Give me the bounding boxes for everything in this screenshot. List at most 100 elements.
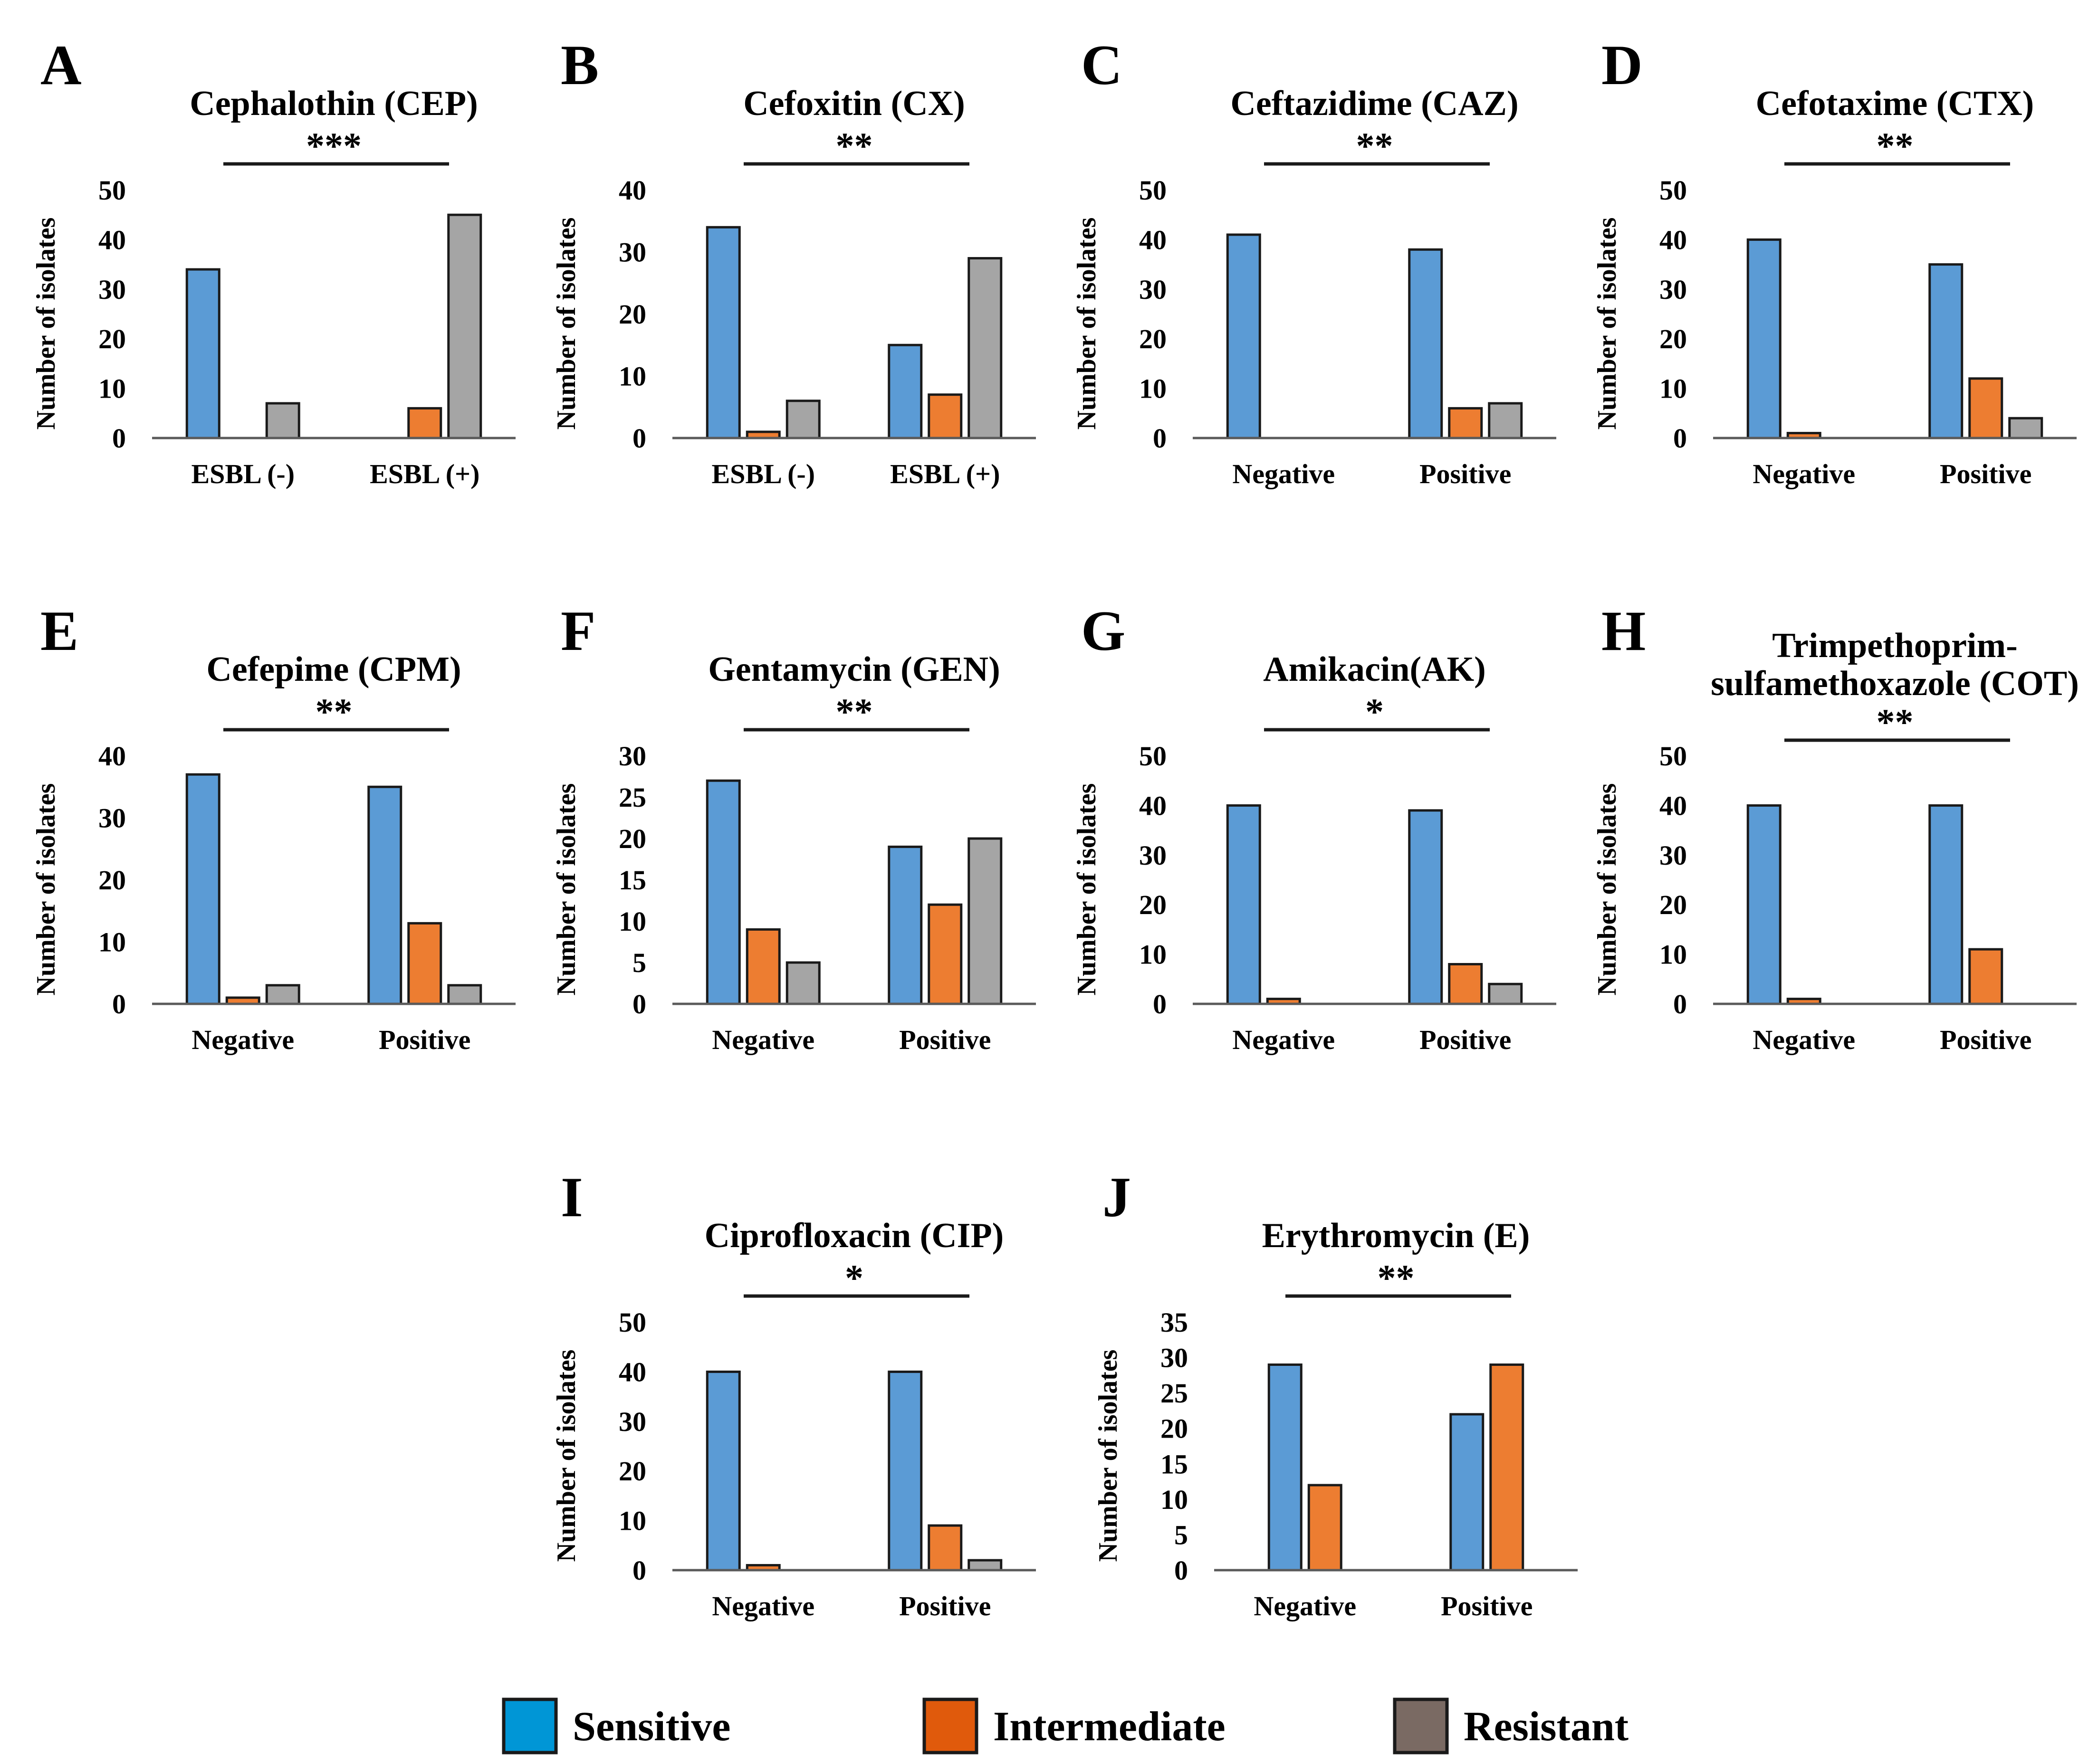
bar-intermediate-second-group — [1448, 963, 1483, 1005]
panel-title: Amikacin(AK) — [1263, 650, 1486, 689]
bar-intermediate-second-group — [1968, 948, 2003, 1005]
y-axis-label: Number of isolates — [31, 783, 61, 996]
y-tick-label: 0 — [112, 989, 126, 1020]
chart-panel-i: I Ciprofloxacin (CIP)* 0 10 20 30 40 50 Number o… — [552, 1165, 1036, 1621]
y-tick-label: 50 — [1139, 741, 1167, 772]
bar-sensitive-second-group — [888, 845, 923, 1005]
y-axis-label: Number of isolates — [1093, 1350, 1123, 1562]
significance-marker: ** — [1877, 701, 1914, 743]
chart-panel-b: B Cefoxitin (CX)** 0 10 20 30 40 Number of isol… — [552, 33, 1036, 489]
y-tick-label: 0 — [1673, 989, 1687, 1020]
y-tick-label: 30 — [619, 741, 646, 772]
bar-sensitive-first-group — [706, 1370, 741, 1572]
panel-title: sulfamethoxazole (COT) — [1711, 664, 2079, 703]
y-tick-label: 30 — [98, 803, 126, 834]
y-tick-label: 20 — [619, 823, 646, 854]
y-axis-label: Number of isolates — [1592, 218, 1622, 430]
panel-title: Ciprofloxacin (CIP) — [705, 1216, 1004, 1255]
y-tick-label: 10 — [619, 1506, 646, 1536]
significance-marker: ** — [836, 691, 873, 732]
legend-swatch-intermediate — [922, 1697, 978, 1754]
bar-sensitive-first-group — [1226, 804, 1261, 1005]
bar-sensitive-second-group — [1928, 804, 1964, 1005]
bar-resistant-second-group — [1488, 982, 1523, 1005]
significance-marker: ** — [1877, 125, 1914, 166]
y-tick-label: 50 — [1659, 175, 1687, 206]
y-tick-label: 10 — [619, 361, 646, 392]
bar-sensitive-second-group — [1449, 1413, 1485, 1572]
bar-resistant-second-group — [968, 837, 1003, 1005]
y-tick-label: 10 — [1139, 939, 1167, 970]
y-tick-label: 40 — [1139, 790, 1167, 821]
y-tick-label: 10 — [98, 373, 126, 404]
panel-letter: J — [1102, 1165, 1131, 1229]
y-axis-label: Number of isolates — [552, 218, 581, 430]
panel-letter: H — [1601, 599, 1646, 662]
bar-resistant-first-group — [786, 961, 821, 1005]
bar-resistant-second-group — [447, 984, 482, 1005]
bar-sensitive-second-group — [1928, 263, 1964, 439]
panel-letter: C — [1081, 33, 1122, 96]
x-category-label: Positive — [899, 1591, 991, 1621]
significance-marker: * — [845, 1257, 863, 1298]
panel-title: Ceftazidime (CAZ) — [1230, 84, 1518, 123]
x-category-label: Negative — [712, 1591, 814, 1621]
bar-sensitive-first-group — [706, 226, 741, 439]
y-tick-label: 20 — [1139, 324, 1167, 354]
y-tick-label: 20 — [1139, 889, 1167, 920]
significance-marker: ** — [1378, 1257, 1415, 1298]
chart-panel-j: J Erythromycin (E)** 0 5 10 15 20 25 30 35 Number … — [1093, 1165, 1578, 1621]
y-tick-label: 0 — [632, 989, 646, 1020]
bar-sensitive-second-group — [888, 343, 923, 439]
y-tick-label: 0 — [632, 1555, 646, 1586]
bar-intermediate-second-group — [928, 1524, 963, 1572]
bar-intermediate-second-group — [407, 922, 442, 1005]
y-tick-label: 50 — [619, 1307, 646, 1338]
x-category-label: Negative — [1232, 458, 1335, 489]
x-category-label: Negative — [1753, 1024, 1855, 1055]
bar-resistant-second-group — [968, 1559, 1003, 1572]
x-category-label: Positive — [1419, 458, 1511, 489]
bar-intermediate-second-group — [928, 903, 963, 1005]
y-tick-label: 30 — [619, 237, 646, 268]
bar-sensitive-first-group — [1746, 804, 1782, 1005]
y-tick-label: 30 — [1659, 840, 1687, 871]
y-tick-label: 15 — [1160, 1449, 1188, 1479]
chart-panel-a: A Cephalothin (CEP)*** 0 10 20 30 40 50 Number o… — [31, 33, 516, 489]
y-tick-label: 50 — [1659, 741, 1687, 772]
chart-panel-g: G Amikacin(AK)* 0 10 20 30 40 50 Number of isola… — [1072, 599, 1556, 1055]
panel-title: Erythromycin (E) — [1262, 1216, 1530, 1255]
bar-sensitive-first-group — [185, 268, 220, 439]
panel-letter: I — [561, 1165, 583, 1229]
y-tick-label: 0 — [1153, 423, 1167, 454]
x-category-label: Positive — [1419, 1024, 1511, 1055]
y-tick-label: 20 — [619, 1456, 646, 1487]
y-tick-label: 30 — [98, 274, 126, 305]
bar-intermediate-second-group — [1968, 377, 2003, 439]
significance-marker: ** — [1356, 125, 1393, 166]
y-tick-label: 25 — [619, 782, 646, 813]
y-tick-label: 40 — [619, 175, 646, 206]
y-tick-label: 40 — [1139, 224, 1167, 255]
bar-sensitive-second-group — [367, 785, 402, 1005]
y-tick-label: 5 — [632, 947, 646, 978]
panel-title: Cephalothin (CEP) — [190, 84, 478, 123]
legend-swatch-sensitive — [502, 1697, 558, 1754]
y-tick-label: 40 — [98, 741, 126, 772]
y-tick-label: 15 — [619, 865, 646, 896]
bar-sensitive-first-group — [1267, 1363, 1303, 1572]
bar-intermediate-second-group — [928, 393, 963, 439]
y-tick-label: 40 — [1659, 224, 1687, 255]
y-tick-label: 10 — [1659, 939, 1687, 970]
y-tick-label: 20 — [1659, 324, 1687, 354]
y-axis-label: Number of isolates — [31, 218, 61, 430]
chart-panel-e: E Cefepime (CPM)** 0 10 20 30 40 Number of isol… — [31, 599, 516, 1055]
y-axis-label: Number of isolates — [552, 783, 581, 996]
x-category-label: Negative — [192, 1024, 294, 1055]
panel-title: Gentamycin (GEN) — [708, 650, 1000, 689]
bar-resistant-first-group — [265, 402, 300, 439]
y-tick-label: 20 — [1160, 1413, 1188, 1444]
bar-resistant-second-group — [2008, 417, 2043, 439]
panel-letter: G — [1081, 599, 1125, 662]
significance-marker: ** — [316, 691, 353, 732]
